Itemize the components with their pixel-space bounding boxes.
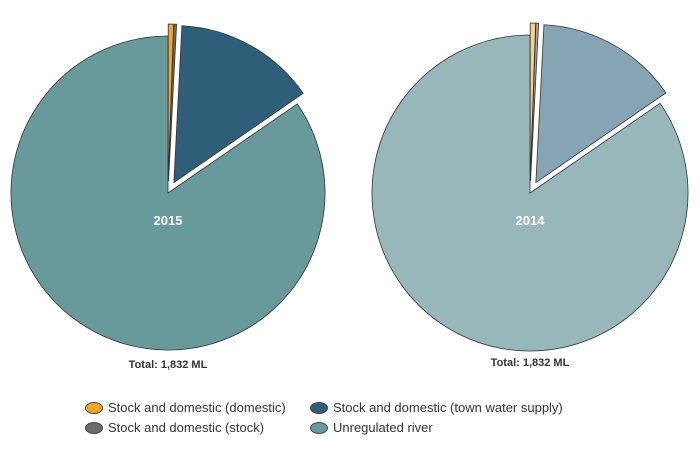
legend-label-stock: Stock and domestic (stock) [108, 420, 265, 435]
legend-item-domestic: Stock and domestic (domestic) [85, 400, 286, 415]
pie-2015: 2015 Total: 1,832 ML [10, 23, 326, 371]
pie-2014: 2014 Total: 1,832 ML [371, 22, 689, 369]
pie-title: 2014 [516, 213, 546, 228]
legend-swatch-unregulated [310, 421, 328, 434]
legend-label-town-water: Stock and domestic (town water supply) [333, 400, 563, 415]
legend-label-unregulated: Unregulated river [333, 420, 433, 435]
slice-stock-and-domestic-town-water-supply [173, 25, 304, 184]
slice-stock-and-domestic-stock [530, 22, 540, 182]
slice-stock-and-domestic-stock [168, 23, 178, 182]
legend-item-stock: Stock and domestic (stock) [85, 420, 264, 435]
slice-unregulated-river [371, 34, 689, 352]
slice-unregulated-river [10, 35, 326, 351]
pie-total-caption: Total: 1,832 ML [129, 359, 208, 371]
pie-title: 2015 [154, 213, 183, 228]
slice-stock-and-domestic-town-water-supply [535, 24, 667, 184]
legend-label-domestic: Stock and domestic (domestic) [108, 400, 286, 415]
legend-swatch-stock [85, 421, 103, 434]
legend-item-town-water: Stock and domestic (town water supply) [310, 400, 563, 415]
legend-item-unregulated: Unregulated river [310, 420, 433, 435]
legend-swatch-domestic [85, 401, 103, 414]
legend-swatch-town-water [310, 401, 328, 414]
pie-total-caption: Total: 1,832 ML [491, 357, 570, 369]
